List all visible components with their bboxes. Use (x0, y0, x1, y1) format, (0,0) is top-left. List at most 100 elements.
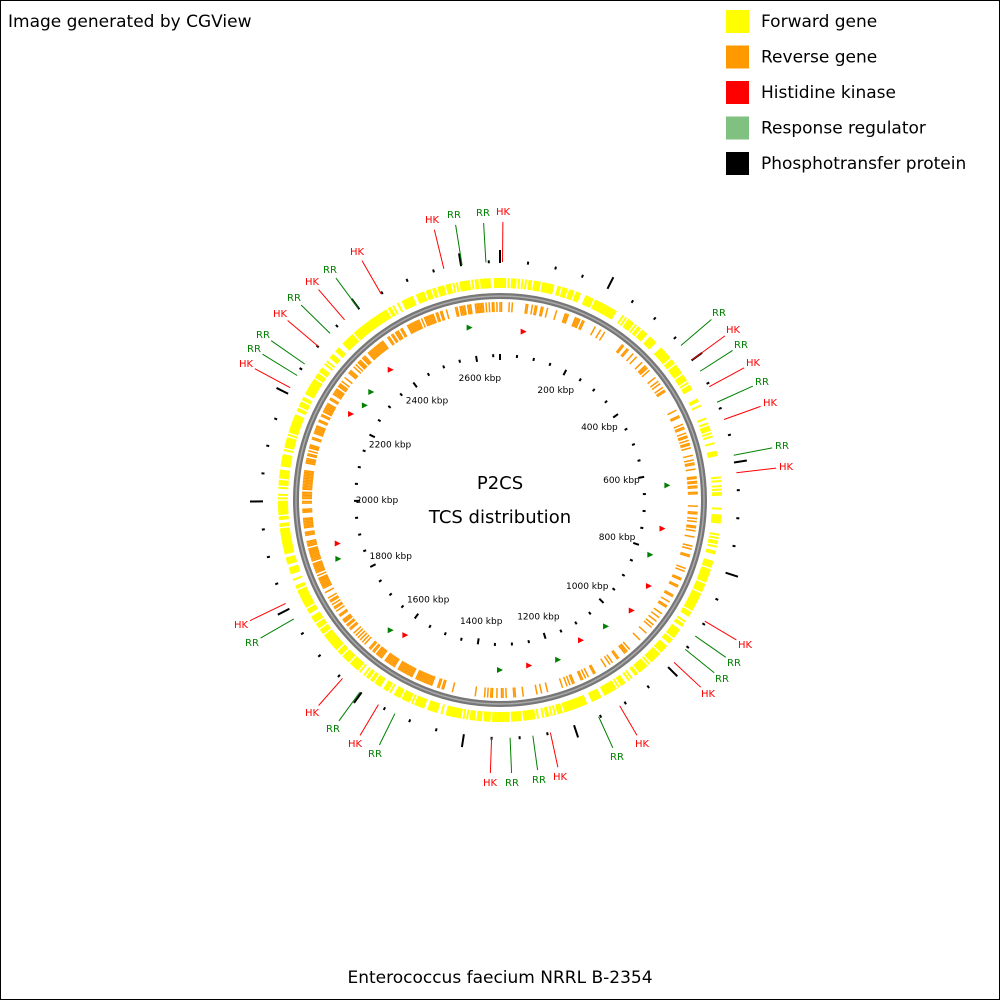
outer-tick (277, 607, 290, 616)
feature-label: HK (350, 247, 365, 258)
forward-gene (323, 629, 334, 637)
forward-gene (562, 701, 568, 712)
forward-gene (299, 403, 310, 410)
reverse-gene (410, 322, 417, 333)
reverse-gene (395, 330, 403, 341)
outer-tick (573, 724, 580, 738)
outer-tick (405, 278, 409, 283)
forward-gene (513, 278, 517, 289)
forward-gene (567, 289, 573, 300)
forward-gene (281, 457, 292, 462)
outer-tick (701, 622, 706, 626)
reverse-gene (466, 304, 470, 315)
forward-gene (517, 278, 521, 289)
forward-gene (708, 538, 719, 543)
reverse-gene (376, 344, 385, 353)
forward-gene (317, 621, 328, 629)
forward-gene (297, 587, 308, 594)
reverse-gene (398, 661, 405, 671)
forward-gene (440, 704, 446, 715)
outer-tick (274, 582, 279, 586)
forward-gene (570, 699, 577, 710)
forward-gene (338, 645, 348, 654)
reverse-gene (362, 356, 371, 365)
feature-leader (673, 661, 702, 688)
reverse-gene (318, 419, 329, 425)
reverse-gene (302, 511, 313, 514)
forward-gene (697, 574, 709, 580)
forward-gene (616, 675, 625, 686)
forward-gene (671, 370, 682, 378)
outer-tick (276, 387, 289, 395)
feature-leader (300, 304, 331, 334)
outer-tick (266, 555, 271, 559)
forward-gene (289, 566, 300, 572)
forward-gene (279, 474, 290, 478)
reverse-gene (485, 302, 488, 313)
tcs-marker (361, 402, 368, 409)
outer-tick (273, 417, 278, 421)
reverse-gene (670, 416, 681, 422)
forward-gene (332, 639, 342, 648)
forward-gene (681, 384, 691, 392)
reverse-gene (380, 649, 388, 659)
forward-gene (301, 398, 312, 405)
tcs-marker (334, 540, 341, 547)
reverse-gene (685, 468, 696, 472)
reverse-gene (408, 323, 415, 334)
forward-gene (681, 608, 691, 616)
forward-gene (676, 615, 687, 623)
reverse-gene (359, 359, 368, 368)
forward-gene (306, 389, 317, 396)
forward-gene (693, 584, 704, 591)
reverse-gene (326, 403, 336, 411)
reverse-gene (672, 573, 683, 580)
outer-tick (623, 701, 627, 705)
reverse-gene (334, 602, 344, 610)
reverse-gene (645, 618, 655, 626)
reverse-gene (333, 601, 343, 609)
reverse-gene (372, 347, 380, 357)
reverse-gene (679, 439, 690, 445)
reverse-gene (656, 390, 666, 398)
forward-gene (398, 688, 405, 699)
forward-gene (410, 295, 417, 306)
forward-gene (323, 363, 334, 371)
forward-gene (543, 707, 548, 718)
reverse-gene (480, 302, 484, 313)
reverse-gene (337, 385, 347, 393)
feature-leader (483, 222, 487, 263)
reverse-gene (600, 658, 607, 668)
forward-gene (590, 690, 597, 701)
reverse-gene (406, 665, 413, 676)
forward-gene (592, 300, 599, 311)
reverse-gene (338, 608, 348, 616)
forward-gene (692, 586, 703, 593)
forward-gene (417, 696, 423, 707)
forward-gene (661, 635, 671, 644)
forward-gene (633, 663, 641, 673)
forward-gene (407, 692, 414, 703)
forward-gene (696, 577, 707, 583)
forward-gene (420, 697, 426, 709)
forward-gene (307, 605, 318, 613)
forward-gene (422, 698, 428, 709)
reverse-gene (321, 580, 331, 587)
forward-gene (315, 374, 326, 382)
forward-gene (290, 423, 301, 430)
forward-gene (303, 598, 314, 605)
forward-gene (367, 320, 375, 331)
forward-gene (665, 630, 675, 639)
reverse-gene (309, 551, 320, 556)
forward-gene (283, 545, 294, 550)
reverse-gene (663, 591, 674, 598)
reverse-gene (416, 319, 422, 330)
forward-gene (483, 278, 487, 289)
forward-gene (556, 286, 562, 297)
kbp-label: 600 kbp (603, 476, 640, 486)
forward-gene (523, 710, 528, 721)
forward-gene (669, 367, 680, 375)
forward-gene (548, 283, 553, 295)
reverse-gene (683, 459, 695, 463)
forward-gene (660, 355, 670, 364)
